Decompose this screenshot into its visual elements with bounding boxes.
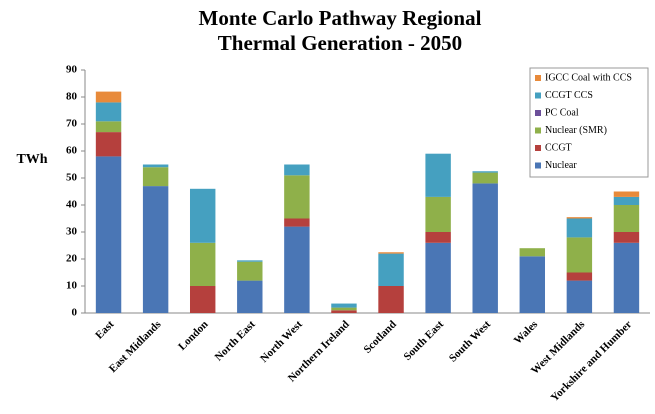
bar-segment [425,153,451,197]
x-tick-label: Wales [512,318,541,347]
bar-segment [237,261,263,281]
bar-segment [189,188,216,243]
legend-swatch [535,145,541,151]
bar-segment [566,217,593,219]
legend-label: CCGT CCS [545,90,593,101]
bar-segment [613,196,640,205]
bar-segment [284,175,310,219]
legend-label: PC Coal [545,107,579,118]
x-tick-label: Yorkshire and Humber [549,318,635,404]
bar-segment [566,237,593,273]
x-tick-label: North West [258,318,305,365]
bar-segment [566,272,593,281]
bar-segment [472,171,498,173]
y-tick-label: 60 [66,145,78,157]
chart-title: Monte Carlo Pathway Regional Thermal Gen… [198,6,482,55]
y-tick-label: 70 [66,118,78,130]
x-tick-label: Scotland [361,318,398,355]
bar-segment [189,286,216,313]
bar-segment [284,164,310,176]
legend-label: CCGT [545,142,572,153]
bar-segment [378,253,404,286]
bar-segment [237,280,263,313]
legend-swatch [535,127,541,134]
y-tick-label: 90 [66,64,78,76]
bar-segment [378,286,404,313]
bar-segment [472,172,498,184]
bar-segment [331,307,357,311]
bar-segment [95,91,122,103]
bar-segment [472,183,498,313]
y-tick-label: 20 [66,253,78,265]
legend-swatch [535,162,541,169]
legend-label: IGCC Coal with CCS [545,72,632,83]
bar-segment [284,226,310,313]
bar-segment [331,310,357,313]
bar-segment [425,196,451,232]
bar-segment [331,303,357,308]
bar-segment [613,242,640,313]
bar-segment [142,167,169,187]
y-tick-label: 0 [72,307,78,319]
bar-segment [237,260,263,262]
bar-segment [95,121,122,133]
y-tick-label: 30 [66,226,78,238]
bar-segment [425,242,451,313]
bar-segment [142,186,169,313]
bar-segment [95,156,122,313]
x-tick-label: South West [447,318,493,364]
legend-swatch [535,75,541,81]
y-tick-label: 80 [66,91,78,103]
legend-swatch [535,110,541,116]
x-tick-label: South East [401,318,446,363]
bar-segment [142,164,169,168]
bar-segment [613,191,640,197]
bar-segment [95,102,122,122]
x-tick-label: North East [213,318,258,363]
legend-swatch [535,92,541,99]
y-axis-label: TWh [16,152,47,167]
x-tick-label: East [93,318,116,341]
bar-segment [566,218,593,238]
bar-segment [613,232,640,243]
bar-segment [519,248,546,257]
bar-segment [519,256,546,313]
y-tick-label: 40 [66,199,78,211]
bar-segment [425,232,451,243]
bar-segment [566,280,593,313]
y-tick-label: 10 [66,280,78,292]
y-tick-label: 50 [66,172,78,184]
bar-segment [378,252,404,254]
bar-segment [284,218,310,227]
bar-segment [95,132,122,157]
legend-label: Nuclear (SMR) [545,125,607,136]
legend-label: Nuclear [545,160,577,171]
x-tick-label: London [176,318,210,352]
legend-box [529,67,649,178]
bar-segment [189,242,216,286]
bar-segment [613,205,640,232]
